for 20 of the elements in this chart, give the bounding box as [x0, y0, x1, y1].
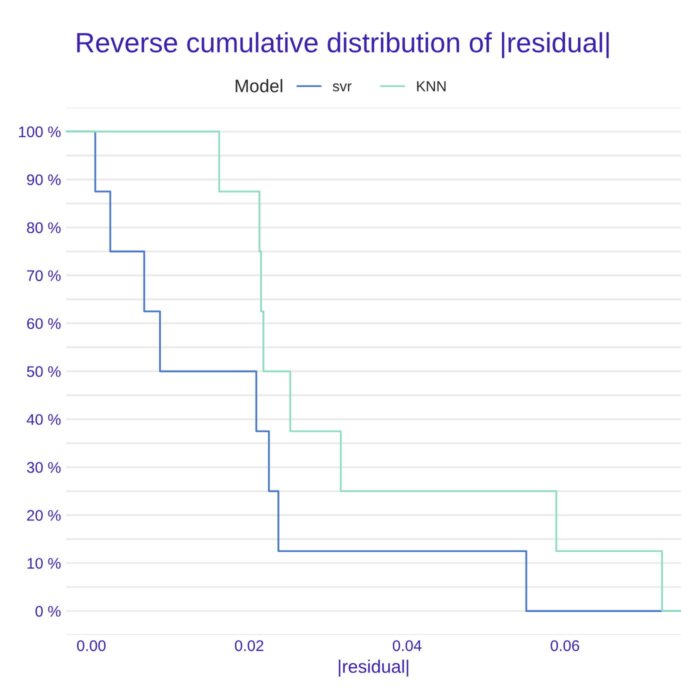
- y-tick-label: 40 %: [26, 414, 61, 425]
- y-tick-label: 90 %: [27, 174, 61, 186]
- legend-label: svr: [332, 83, 352, 92]
- x-tick-label: 0.02: [234, 640, 264, 652]
- legend-title: Model: [236, 79, 282, 92]
- y-tick-label: 30 %: [26, 462, 61, 473]
- y-tick-label: 80 %: [27, 222, 61, 234]
- x-tick-label: 0.00: [77, 640, 106, 652]
- y-tick-label: 0 %: [35, 606, 61, 617]
- y-tick-label: 50 %: [26, 366, 61, 377]
- y-tick-label: 10 %: [28, 558, 61, 569]
- y-tick-label: 70 %: [27, 270, 61, 282]
- chart-title: Reverse cumulative distribution of |residual|: [77, 32, 609, 58]
- legend-label: KNN: [417, 81, 446, 92]
- y-tick-label: 60 %: [27, 318, 61, 330]
- y-tick-label: 20 %: [27, 510, 61, 521]
- x-tick-label: 0.06: [550, 640, 580, 652]
- x-axis-title: |residual|: [338, 660, 408, 677]
- y-tick-label: 100 %: [19, 126, 61, 138]
- x-tick-label: 0.04: [392, 640, 422, 652]
